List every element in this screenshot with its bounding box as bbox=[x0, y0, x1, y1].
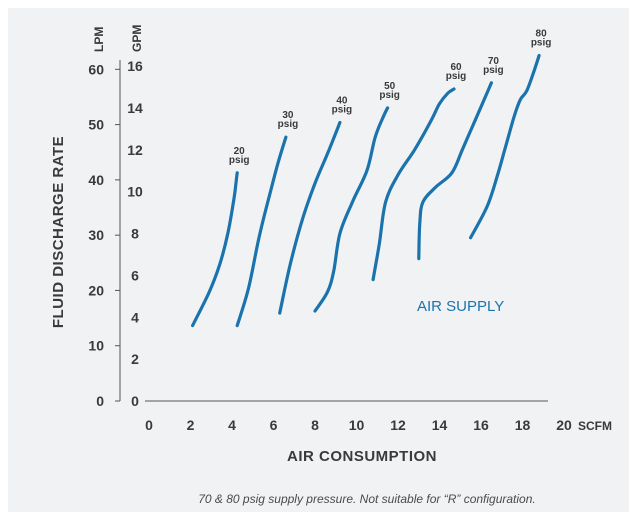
lpm-tick-label: 20 bbox=[88, 282, 104, 298]
x-tick-label: 14 bbox=[432, 417, 448, 433]
lpm-tick-label: 50 bbox=[88, 117, 104, 133]
x-tick-label: 16 bbox=[473, 417, 489, 433]
series-label: psig bbox=[379, 90, 400, 101]
gpm-tick-label: 0 bbox=[131, 393, 139, 409]
lpm-tick-label: 10 bbox=[88, 338, 104, 354]
x-tick-label: 0 bbox=[145, 417, 153, 433]
x-tick-labels: 0 2 4 6 8 10 12 14 16 18 20 bbox=[145, 417, 572, 433]
lpm-tick-label: 40 bbox=[88, 172, 104, 188]
scfm-unit-label: SCFM bbox=[578, 419, 612, 433]
series-label: psig bbox=[483, 65, 504, 76]
series-line bbox=[469, 53, 541, 240]
y-axis-title: FLUID DISCHARGE RATE bbox=[50, 136, 67, 328]
series-lines bbox=[191, 53, 541, 328]
series-label: psig bbox=[229, 155, 250, 166]
gpm-tick-labels: 0 2 4 6 8 10 12 14 16 bbox=[127, 58, 143, 409]
gpm-tick-label: 4 bbox=[131, 309, 139, 325]
gpm-tick-label: 2 bbox=[131, 351, 139, 367]
x-tick-label: 12 bbox=[390, 417, 406, 433]
x-tick-label: 8 bbox=[311, 417, 319, 433]
lpm-tick-label: 60 bbox=[88, 61, 104, 77]
series-line bbox=[235, 135, 288, 328]
series-label: psig bbox=[332, 105, 353, 116]
series-label: 20 bbox=[234, 146, 246, 157]
lpm-tick-labels: 0 10 20 30 40 50 60 bbox=[88, 61, 120, 409]
series-label: psig bbox=[531, 38, 552, 49]
series-line bbox=[191, 171, 239, 328]
series-labels: 20psig30psig40psig50psig60psig70psig80ps… bbox=[229, 29, 551, 166]
gpm-tick-label: 14 bbox=[127, 100, 143, 116]
lpm-tick-label: 0 bbox=[96, 393, 104, 409]
series-label: 60 bbox=[450, 62, 462, 73]
air-supply-annotation: AIR SUPPLY bbox=[417, 298, 504, 315]
series-label: 30 bbox=[282, 110, 294, 121]
x-tick-label: 18 bbox=[515, 417, 531, 433]
series-label: psig bbox=[446, 71, 467, 82]
footnote: 70 & 80 psig supply pressure. Not suitab… bbox=[198, 492, 536, 506]
gpm-tick-label: 10 bbox=[127, 184, 143, 200]
gpm-tick-label: 6 bbox=[131, 267, 139, 283]
series-label: 50 bbox=[384, 81, 396, 92]
series-label: 40 bbox=[336, 96, 348, 107]
series-label: 70 bbox=[488, 56, 500, 67]
series-label: 80 bbox=[536, 29, 548, 40]
series-line bbox=[313, 106, 390, 313]
series-label: psig bbox=[278, 119, 299, 130]
series-line bbox=[278, 120, 342, 315]
x-tick-label: 20 bbox=[556, 417, 572, 433]
gpm-tick-label: 12 bbox=[127, 142, 143, 158]
x-tick-label: 4 bbox=[228, 417, 236, 433]
x-axis-title: AIR CONSUMPTION bbox=[287, 448, 437, 465]
lpm-tick-label: 30 bbox=[88, 227, 104, 243]
x-tick-label: 2 bbox=[187, 417, 195, 433]
series-line bbox=[371, 87, 456, 282]
series-line bbox=[417, 81, 493, 261]
lpm-unit-label: LPM bbox=[92, 27, 106, 52]
gpm-unit-label: GPM bbox=[130, 25, 144, 52]
gpm-tick-label: 8 bbox=[131, 226, 139, 242]
x-tick-label: 6 bbox=[270, 417, 278, 433]
gpm-tick-label: 16 bbox=[127, 58, 143, 74]
x-tick-label: 10 bbox=[349, 417, 365, 433]
